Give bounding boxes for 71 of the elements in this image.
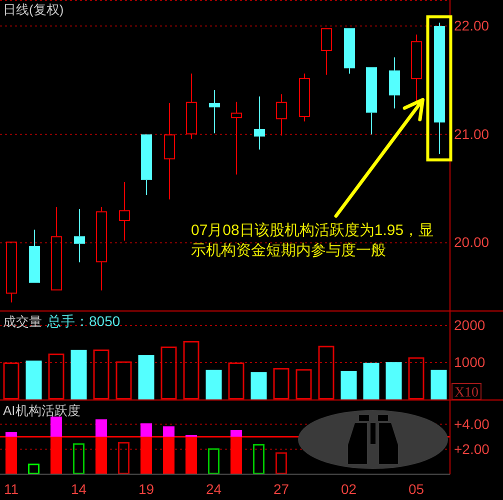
bar xyxy=(28,464,40,474)
candlestick xyxy=(276,94,287,136)
y-tick-label: 20.00 xyxy=(454,234,490,250)
annotation: 总手：8050 xyxy=(46,313,120,329)
bar xyxy=(73,443,84,474)
bar xyxy=(183,340,200,400)
bar xyxy=(96,419,107,437)
candlestick xyxy=(254,96,265,150)
y-tick-label: 21.00 xyxy=(454,126,490,142)
candlestick xyxy=(74,208,85,263)
x-tick-label: 02 xyxy=(340,481,357,498)
bar xyxy=(296,369,312,400)
candlestick xyxy=(434,22,445,154)
bar xyxy=(386,362,402,400)
bar xyxy=(206,370,222,400)
bar xyxy=(138,355,154,400)
bar xyxy=(228,362,244,400)
annotation: 07月08日该股机构活跃度为1.95，显示机构资金短期内参与度一般 xyxy=(191,221,435,261)
x-tick-label: 19 xyxy=(138,481,154,498)
x-tick-label: 27 xyxy=(273,481,290,498)
x-tick-label: 11 xyxy=(4,481,19,498)
bar xyxy=(3,362,20,400)
bar xyxy=(26,360,42,400)
bar xyxy=(340,370,357,400)
chart-title: 成交量 xyxy=(3,314,42,329)
y-tick-label: 2000 xyxy=(454,316,486,333)
bar xyxy=(70,350,87,400)
bar xyxy=(273,368,290,400)
candlestick xyxy=(366,67,377,135)
candlestick xyxy=(231,101,242,175)
bar xyxy=(230,430,242,437)
bar xyxy=(48,354,64,400)
chart-title: 日线(复权) xyxy=(3,2,64,17)
candlestick xyxy=(6,242,17,303)
candlestick xyxy=(299,73,310,122)
candlestick xyxy=(321,28,332,76)
bar xyxy=(118,442,130,474)
bar xyxy=(363,362,380,400)
candlestick xyxy=(389,56,400,109)
y-tick-label: +2.00 xyxy=(454,440,490,457)
candlestick xyxy=(164,102,175,200)
bar xyxy=(318,346,334,400)
bar xyxy=(50,416,62,437)
candlestick xyxy=(186,73,197,140)
bar xyxy=(208,448,220,474)
x-tick-label: 05 xyxy=(408,481,424,498)
candlestick xyxy=(209,89,220,134)
candlestick xyxy=(119,182,130,242)
bar xyxy=(250,372,267,400)
bar xyxy=(6,432,17,437)
bar xyxy=(430,370,447,400)
bar xyxy=(408,357,424,400)
y-tick-label: 1000 xyxy=(454,354,486,370)
chart-title: AI机构活跃度 xyxy=(3,403,80,418)
y-tick-label: +4.00 xyxy=(454,416,490,432)
candlestick xyxy=(141,134,152,196)
candlestick xyxy=(29,229,40,283)
bar xyxy=(116,361,132,400)
bar xyxy=(140,423,152,437)
y-tick-label: 22.00 xyxy=(454,17,490,34)
bar xyxy=(163,426,174,437)
bar xyxy=(160,346,177,400)
x-tick-label: 24 xyxy=(206,481,222,498)
bar xyxy=(253,444,264,474)
bar xyxy=(93,350,110,400)
candlestick xyxy=(411,34,422,102)
candlestick xyxy=(96,206,107,291)
x-tick-label: 14 xyxy=(70,481,87,498)
candlestick xyxy=(344,28,355,74)
candlestick xyxy=(51,206,62,290)
bar xyxy=(276,452,287,474)
